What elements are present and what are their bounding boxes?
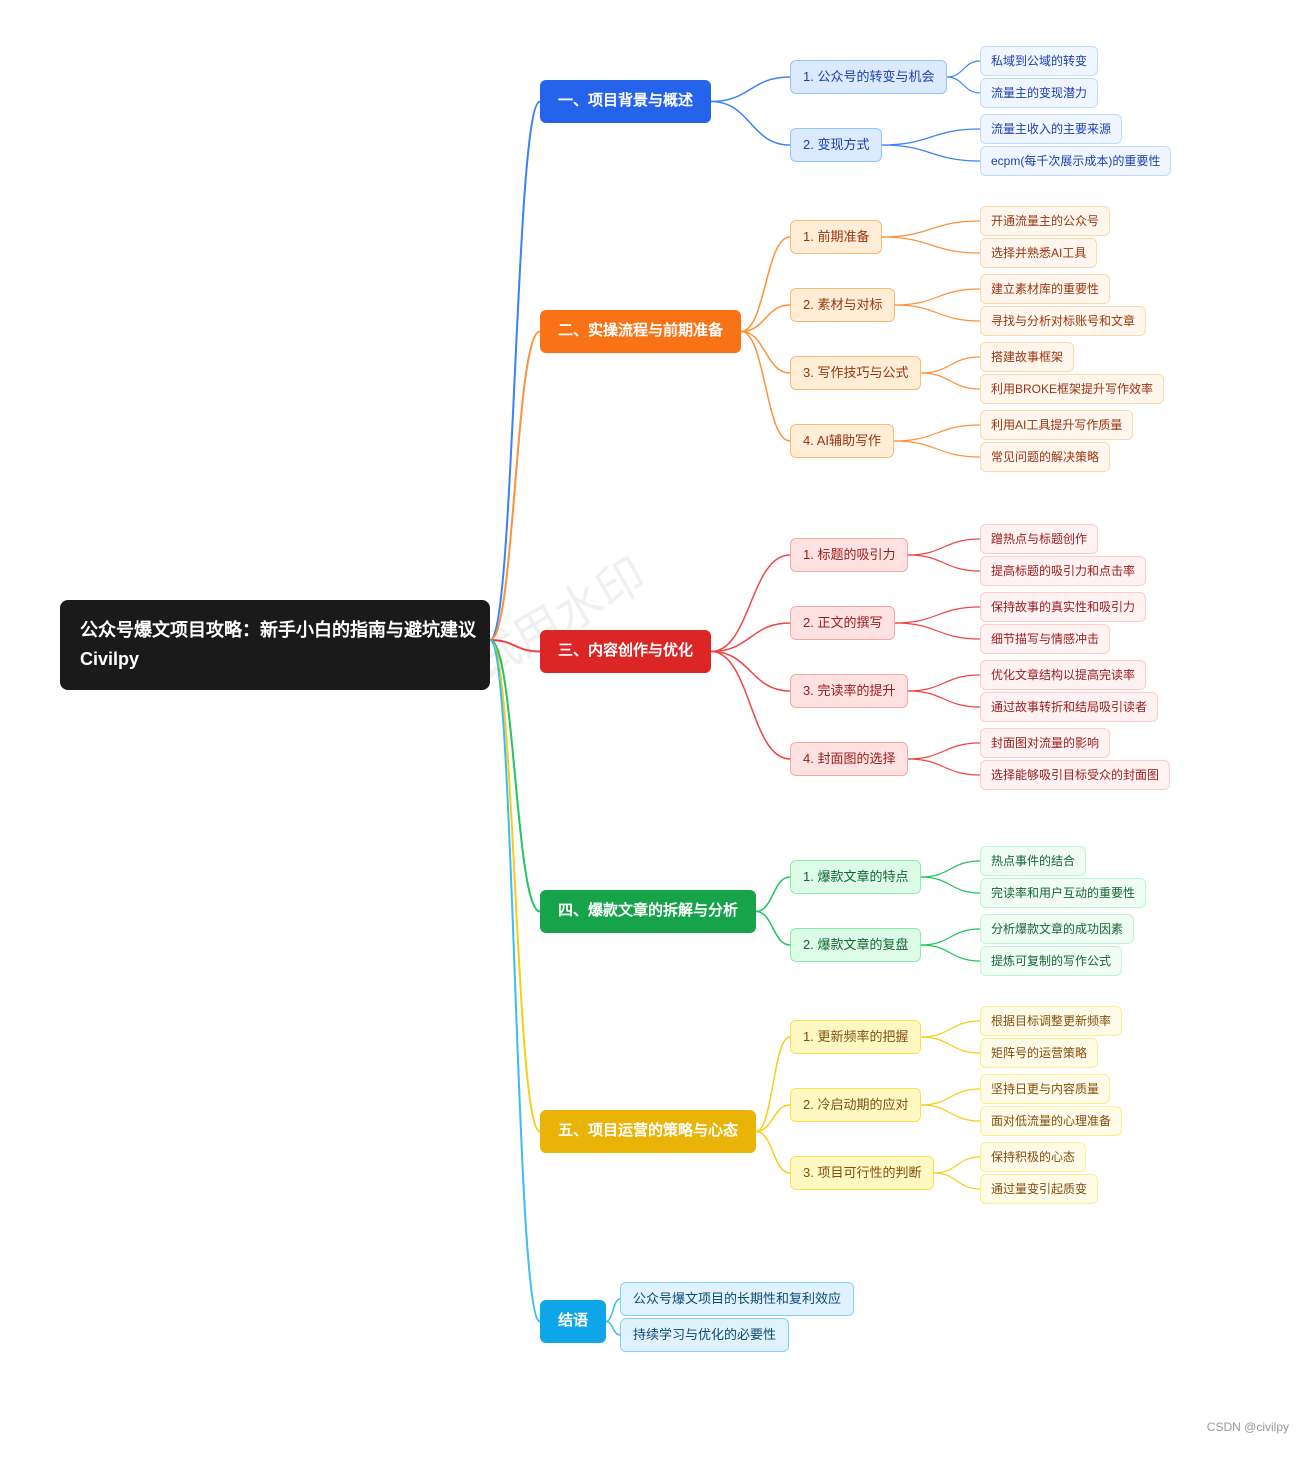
sub-node-3-2: 2. 正文的撰写 — [790, 606, 895, 640]
leaf-node-2-3-1: 搭建故事框架 — [980, 342, 1074, 372]
sub-node-1-1: 1. 公众号的转变与机会 — [790, 60, 947, 94]
leaf-node-3-2-2: 细节描写与情感冲击 — [980, 624, 1110, 654]
leaf-node-5-1-2: 矩阵号的运营策略 — [980, 1038, 1098, 1068]
leaf-node-2-2-2: 寻找与分析对标账号和文章 — [980, 306, 1146, 336]
sub-node-4-1: 1. 爆款文章的特点 — [790, 860, 921, 894]
leaf-node-1-1-1: 私域到公域的转变 — [980, 46, 1098, 76]
sub-node-5-1: 1. 更新频率的把握 — [790, 1020, 921, 1054]
leaf-node-3-2-1: 保持故事的真实性和吸引力 — [980, 592, 1146, 622]
sub-node-6-1: 公众号爆文项目的长期性和复利效应 — [620, 1282, 854, 1316]
sub-node-5-3: 3. 项目可行性的判断 — [790, 1156, 934, 1190]
sub-node-2-2: 2. 素材与对标 — [790, 288, 895, 322]
sub-node-3-3: 3. 完读率的提升 — [790, 674, 908, 708]
branch-node-4: 四、爆款文章的拆解与分析 — [540, 890, 756, 933]
leaf-node-5-3-1: 保持积极的心态 — [980, 1142, 1086, 1172]
leaf-node-3-1-2: 提高标题的吸引力和点击率 — [980, 556, 1146, 586]
root-subtitle: Civilpy — [80, 645, 470, 674]
leaf-node-2-4-1: 利用AI工具提升写作质量 — [980, 410, 1133, 440]
leaf-node-2-4-2: 常见问题的解决策略 — [980, 442, 1110, 472]
leaf-node-1-1-2: 流量主的变现潜力 — [980, 78, 1098, 108]
leaf-node-2-2-1: 建立素材库的重要性 — [980, 274, 1110, 304]
leaf-node-2-3-2: 利用BROKE框架提升写作效率 — [980, 374, 1164, 404]
leaf-node-4-1-2: 完读率和用户互动的重要性 — [980, 878, 1146, 908]
sub-node-3-4: 4. 封面图的选择 — [790, 742, 908, 776]
leaf-node-5-3-2: 通过量变引起质变 — [980, 1174, 1098, 1204]
leaf-node-2-1-1: 开通流量主的公众号 — [980, 206, 1110, 236]
leaf-node-4-2-1: 分析爆款文章的成功因素 — [980, 914, 1134, 944]
leaf-node-3-3-1: 优化文章结构以提高完读率 — [980, 660, 1146, 690]
sub-node-2-4: 4. AI辅助写作 — [790, 424, 894, 458]
leaf-node-5-1-1: 根据目标调整更新频率 — [980, 1006, 1122, 1036]
sub-node-5-2: 2. 冷启动期的应对 — [790, 1088, 921, 1122]
leaf-node-1-2-1: 流量主收入的主要来源 — [980, 114, 1122, 144]
leaf-node-5-2-1: 坚持日更与内容质量 — [980, 1074, 1110, 1104]
branch-node-1: 一、项目背景与概述 — [540, 80, 711, 123]
sub-node-3-1: 1. 标题的吸引力 — [790, 538, 908, 572]
leaf-node-1-2-2: ecpm(每千次展示成本)的重要性 — [980, 146, 1171, 176]
connector-layer — [20, 20, 1309, 1464]
leaf-node-4-2-2: 提炼可复制的写作公式 — [980, 946, 1122, 976]
leaf-node-2-1-2: 选择并熟悉AI工具 — [980, 238, 1097, 268]
leaf-node-3-3-2: 通过故事转折和结局吸引读者 — [980, 692, 1158, 722]
sub-node-4-2: 2. 爆款文章的复盘 — [790, 928, 921, 962]
root-title: 公众号爆文项目攻略：新手小白的指南与避坑建议 — [80, 616, 470, 645]
credit-text: CSDN @civilpy — [1207, 1420, 1289, 1434]
leaf-node-3-1-1: 蹭热点与标题创作 — [980, 524, 1098, 554]
branch-node-6: 结语 — [540, 1300, 606, 1343]
sub-node-2-1: 1. 前期准备 — [790, 220, 882, 254]
branch-node-5: 五、项目运营的策略与心态 — [540, 1110, 756, 1153]
branch-node-3: 三、内容创作与优化 — [540, 630, 711, 673]
sub-node-2-3: 3. 写作技巧与公式 — [790, 356, 921, 390]
leaf-node-3-4-1: 封面图对流量的影响 — [980, 728, 1110, 758]
sub-node-6-2: 持续学习与优化的必要性 — [620, 1318, 789, 1352]
leaf-node-5-2-2: 面对低流量的心理准备 — [980, 1106, 1122, 1136]
branch-node-2: 二、实操流程与前期准备 — [540, 310, 741, 353]
sub-node-1-2: 2. 变现方式 — [790, 128, 882, 162]
mindmap-canvas: 试用水印 公众号爆文项目攻略：新手小白的指南与避坑建议Civilpy一、项目背景… — [20, 20, 1289, 1424]
leaf-node-4-1-1: 热点事件的结合 — [980, 846, 1086, 876]
root-node: 公众号爆文项目攻略：新手小白的指南与避坑建议Civilpy — [60, 600, 490, 690]
leaf-node-3-4-2: 选择能够吸引目标受众的封面图 — [980, 760, 1170, 790]
